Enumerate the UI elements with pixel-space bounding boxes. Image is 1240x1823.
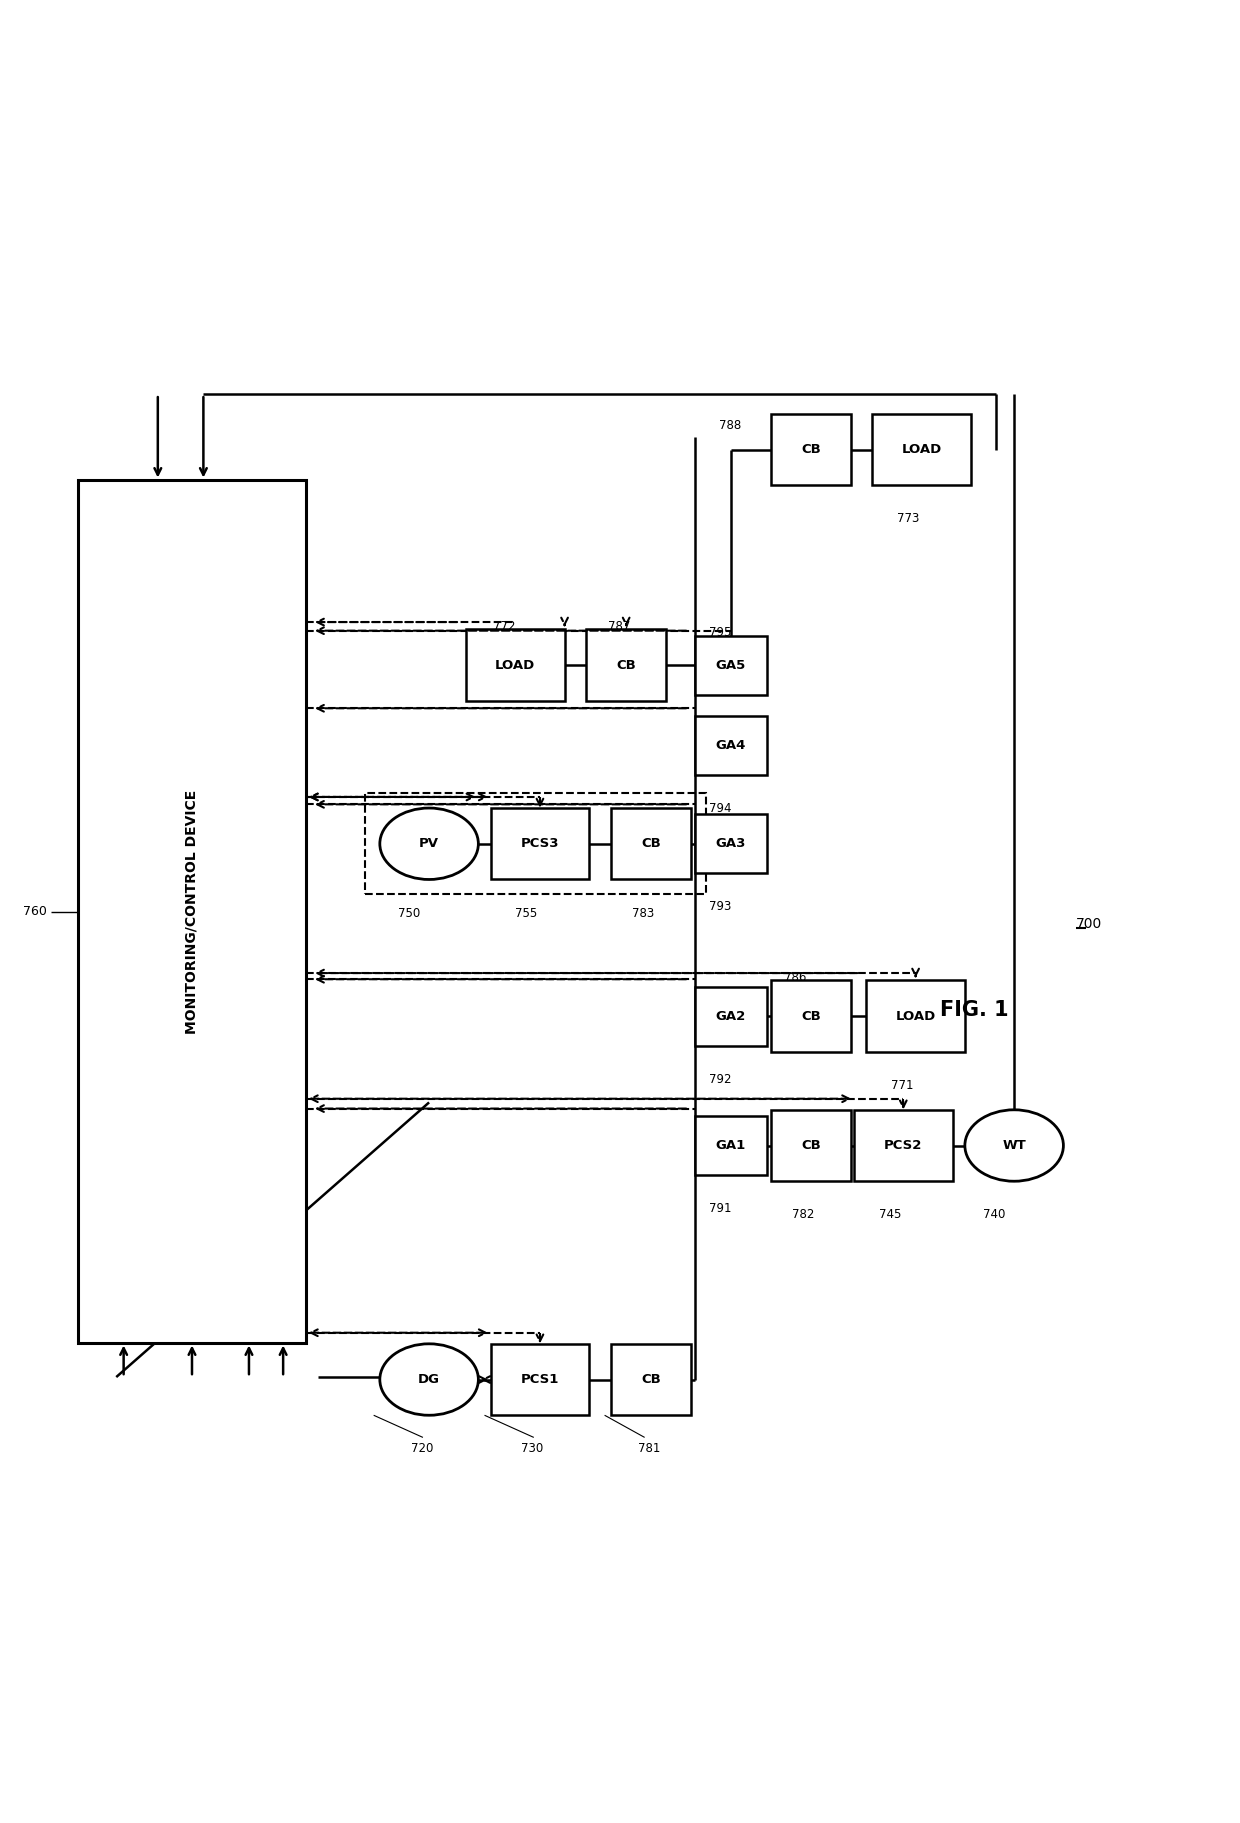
Text: CB: CB [801, 1139, 821, 1152]
Text: 730: 730 [522, 1442, 543, 1455]
FancyBboxPatch shape [491, 808, 589, 879]
Text: 781: 781 [639, 1442, 661, 1455]
FancyBboxPatch shape [78, 481, 306, 1342]
Text: 786: 786 [784, 970, 806, 984]
Text: 788: 788 [718, 419, 740, 432]
Text: 745: 745 [879, 1209, 901, 1221]
Text: GA4: GA4 [715, 738, 746, 751]
Text: 760: 760 [24, 904, 47, 919]
Ellipse shape [379, 1344, 479, 1415]
FancyBboxPatch shape [696, 815, 766, 873]
Text: 755: 755 [516, 906, 538, 919]
FancyBboxPatch shape [587, 629, 666, 700]
Text: LOAD: LOAD [895, 1010, 936, 1023]
Text: GA5: GA5 [715, 658, 746, 671]
FancyBboxPatch shape [696, 636, 766, 695]
Text: 787: 787 [608, 620, 630, 633]
FancyBboxPatch shape [611, 1344, 691, 1415]
Text: 771: 771 [892, 1079, 914, 1092]
Text: DG: DG [418, 1373, 440, 1385]
Text: 782: 782 [792, 1209, 815, 1221]
FancyBboxPatch shape [491, 1344, 589, 1415]
Text: 700: 700 [1076, 917, 1102, 932]
Text: MONITORING/CONTROL DEVICE: MONITORING/CONTROL DEVICE [185, 789, 198, 1034]
FancyBboxPatch shape [611, 808, 691, 879]
Text: CB: CB [801, 1010, 821, 1023]
FancyBboxPatch shape [867, 981, 965, 1052]
Text: 791: 791 [709, 1201, 732, 1216]
FancyBboxPatch shape [696, 716, 766, 775]
Text: 793: 793 [709, 901, 732, 913]
FancyBboxPatch shape [771, 981, 851, 1052]
Text: PCS1: PCS1 [521, 1373, 559, 1385]
Ellipse shape [965, 1110, 1064, 1181]
Text: CB: CB [641, 837, 661, 850]
Text: PCS2: PCS2 [884, 1139, 923, 1152]
Text: GA1: GA1 [715, 1139, 746, 1152]
Text: FIG. 1: FIG. 1 [940, 1001, 1009, 1021]
Text: 794: 794 [709, 802, 732, 815]
Text: PV: PV [419, 837, 439, 850]
Text: CB: CB [616, 658, 636, 671]
Text: LOAD: LOAD [901, 443, 942, 456]
Text: GA3: GA3 [715, 837, 746, 850]
FancyBboxPatch shape [854, 1110, 952, 1181]
Text: 773: 773 [897, 512, 920, 525]
Text: 772: 772 [494, 620, 516, 633]
Text: 783: 783 [632, 906, 655, 919]
Text: 792: 792 [709, 1074, 732, 1087]
FancyBboxPatch shape [696, 986, 766, 1046]
FancyBboxPatch shape [466, 629, 564, 700]
Text: PCS3: PCS3 [521, 837, 559, 850]
Text: LOAD: LOAD [495, 658, 536, 671]
Text: WT: WT [1002, 1139, 1025, 1152]
FancyBboxPatch shape [696, 1116, 766, 1176]
Text: 720: 720 [410, 1442, 433, 1455]
Text: GA2: GA2 [715, 1010, 746, 1023]
Text: 750: 750 [398, 906, 420, 919]
Text: CB: CB [801, 443, 821, 456]
Ellipse shape [379, 808, 479, 879]
FancyBboxPatch shape [771, 1110, 851, 1181]
Text: 740: 740 [983, 1209, 1006, 1221]
Text: 795: 795 [709, 625, 732, 638]
Text: CB: CB [641, 1373, 661, 1385]
FancyBboxPatch shape [873, 414, 971, 485]
FancyBboxPatch shape [771, 414, 851, 485]
